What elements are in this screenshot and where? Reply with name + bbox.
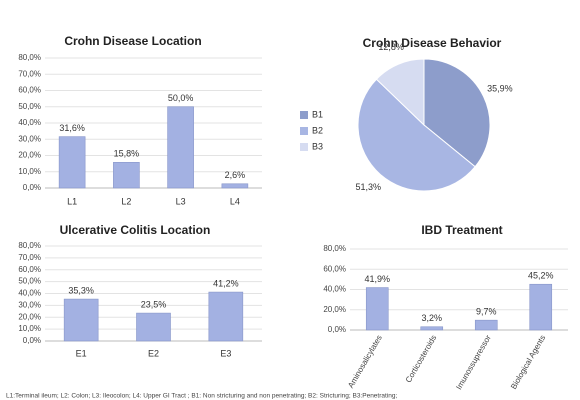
bar	[208, 291, 244, 342]
y-tick-label: 0,0%	[23, 183, 41, 192]
legend-swatch	[300, 143, 308, 151]
y-tick-label: 40,0%	[323, 285, 346, 294]
x-tick-label: E3	[220, 348, 231, 358]
y-tick-label: 10,0%	[18, 324, 41, 333]
bar	[221, 183, 249, 189]
chart-title: Ulcerative Colitis Location	[60, 223, 211, 237]
pie-slice	[375, 58, 425, 127]
data-label: 2,6%	[225, 170, 246, 180]
data-label: 51,3%	[355, 182, 381, 192]
y-tick-label: 70,0%	[18, 69, 41, 78]
data-label: 45,2%	[528, 271, 554, 281]
y-tick-label: 60,0%	[18, 86, 41, 95]
y-tick-label: 0,0%	[23, 336, 41, 345]
y-tick-label: 50,0%	[18, 277, 41, 286]
y-tick-label: 30,0%	[18, 300, 41, 309]
x-tick-label: E1	[76, 348, 87, 358]
pie-slice	[357, 78, 476, 192]
data-label: 23,5%	[141, 299, 167, 309]
x-tick-label: L3	[176, 196, 186, 206]
pie-slice	[423, 58, 491, 168]
y-tick-label: 40,0%	[18, 289, 41, 298]
bar	[113, 162, 140, 189]
y-tick-label: 60,0%	[18, 265, 41, 274]
x-tick-label: Imunossupressor	[454, 333, 493, 391]
bar	[63, 298, 99, 342]
y-tick-label: 80,0%	[18, 53, 41, 62]
data-label: 35,3%	[68, 285, 94, 295]
data-label: 41,2%	[213, 278, 239, 288]
chart-title: Crohn Disease Behavior	[363, 36, 502, 50]
y-tick-label: 50,0%	[18, 102, 41, 111]
x-tick-label: Corticosteroids	[404, 334, 438, 385]
data-label: 3,2%	[421, 313, 442, 323]
x-tick-label: L2	[121, 196, 131, 206]
data-label: 12,8%	[378, 42, 404, 52]
y-tick-label: 80,0%	[18, 241, 41, 250]
chart-title: Crohn Disease Location	[64, 34, 201, 48]
y-tick-label: 20,0%	[18, 151, 41, 160]
data-label: 15,8%	[114, 149, 140, 159]
bar	[167, 106, 194, 189]
bar	[529, 283, 553, 331]
y-tick-label: 10,0%	[18, 167, 41, 176]
y-tick-label: 30,0%	[18, 134, 41, 143]
y-tick-label: 80,0%	[323, 244, 346, 253]
x-tick-label: L1	[67, 196, 77, 206]
data-label: 50,0%	[168, 93, 194, 103]
bar	[474, 319, 498, 331]
x-tick-label: Biological Agents	[509, 334, 547, 391]
y-tick-label: 40,0%	[18, 118, 41, 127]
x-tick-label: Aminosalicylates	[346, 334, 384, 390]
y-tick-label: 70,0%	[18, 253, 41, 262]
legend-label: B1	[312, 109, 323, 119]
bar	[136, 312, 171, 342]
data-label: 35,9%	[487, 83, 513, 93]
legend-label: B2	[312, 125, 323, 135]
y-tick-label: 0,0%	[328, 325, 346, 334]
data-label: 41,9%	[364, 274, 390, 284]
footnote: L1:Terminal ileum; L2: Colon; L3: Ileoco…	[6, 393, 397, 400]
y-tick-label: 20,0%	[18, 312, 41, 321]
legend-swatch	[300, 111, 308, 119]
chart-title: IBD Treatment	[421, 223, 502, 237]
y-tick-label: 60,0%	[323, 264, 346, 273]
bar	[420, 326, 444, 331]
y-tick-label: 20,0%	[323, 305, 346, 314]
bar	[365, 287, 389, 331]
data-label: 9,7%	[476, 307, 497, 317]
x-tick-label: E2	[148, 348, 159, 358]
x-tick-label: L4	[230, 196, 240, 206]
data-label: 31,6%	[59, 123, 85, 133]
bar	[58, 136, 86, 189]
legend-swatch	[300, 127, 308, 135]
legend-label: B3	[312, 141, 323, 151]
